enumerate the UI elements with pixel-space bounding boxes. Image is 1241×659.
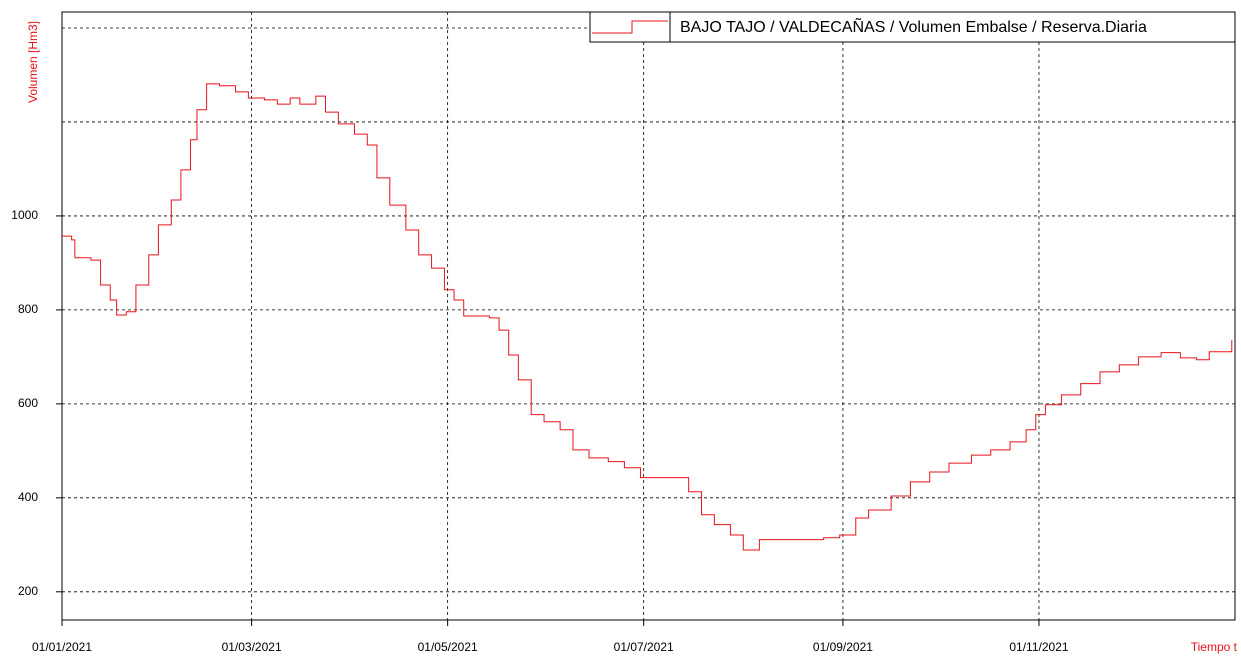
y-tick-label: 600 <box>18 396 38 410</box>
y-tick-label: 1000 <box>11 208 38 222</box>
x-tick-label: 01/09/2021 <box>813 640 873 654</box>
data-line <box>62 83 1233 551</box>
legend-box <box>589 11 1236 43</box>
x-tick-label: 01/05/2021 <box>418 640 478 654</box>
legend-label: BAJO TAJO / VALDECAÑAS / Volumen Embalse… <box>680 16 1147 36</box>
y-tick-label: 200 <box>18 584 38 598</box>
y-tick-label: 800 <box>18 302 38 316</box>
x-axis-label: Tiempo t <box>1191 640 1238 654</box>
x-tick-label: 01/03/2021 <box>222 640 282 654</box>
x-tick-label: 01/01/2021 <box>32 640 92 654</box>
y-tick-label: 400 <box>18 490 38 504</box>
plot-frame <box>61 11 1236 621</box>
x-tick-label: 01/11/2021 <box>1009 640 1068 654</box>
x-tick-label: 01/07/2021 <box>614 640 674 654</box>
y-axis-label: Volumen [Hm3] <box>26 21 40 103</box>
legend-swatch <box>592 20 668 34</box>
